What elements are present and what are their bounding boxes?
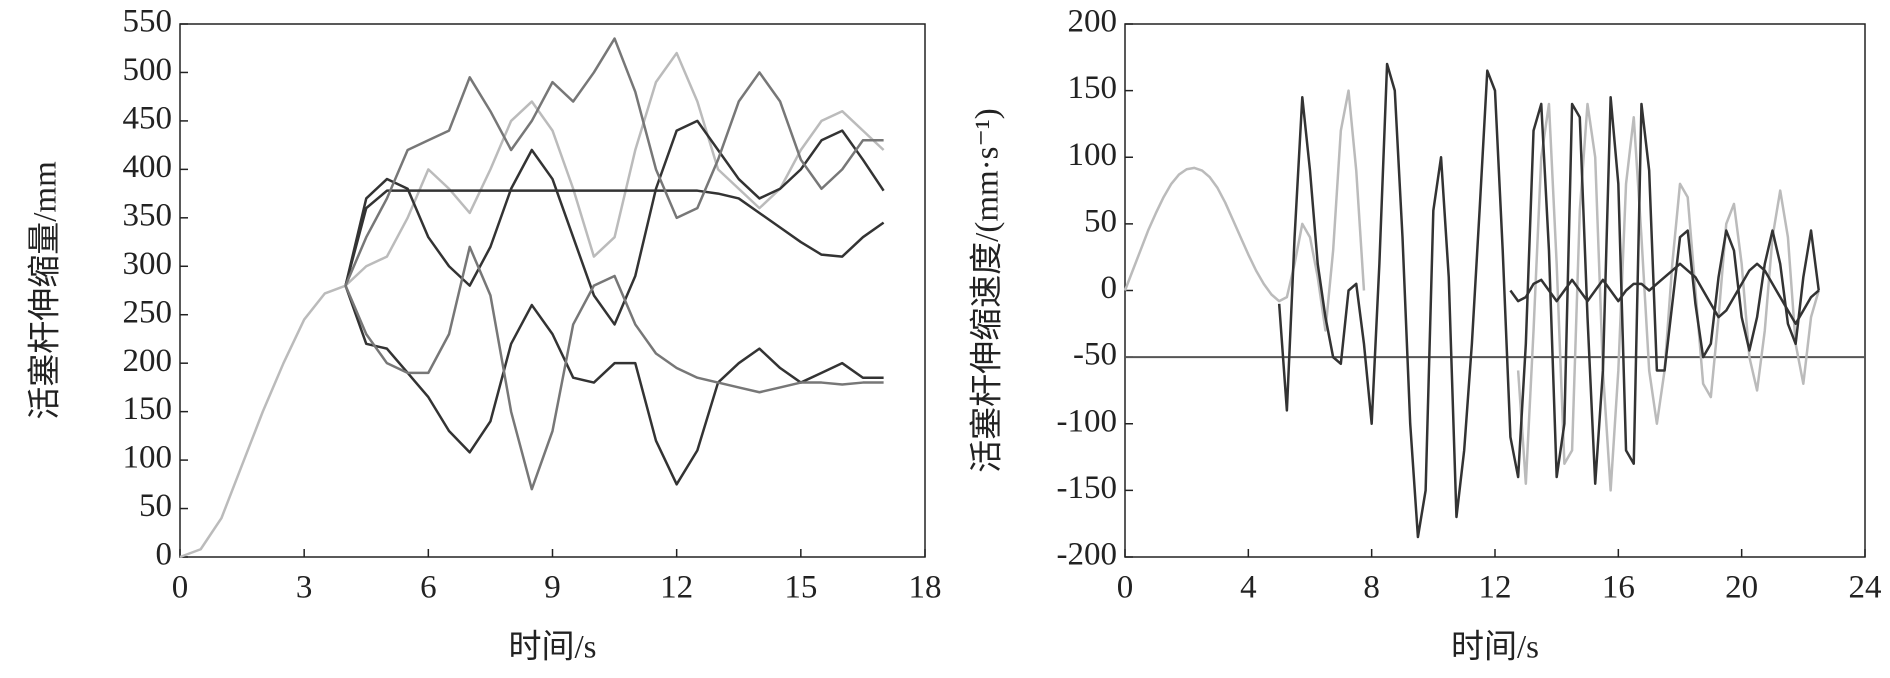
y-tick-label: 350 <box>123 197 173 233</box>
y-tick-label: 550 <box>123 4 173 40</box>
data-line <box>344 285 884 486</box>
y-tick-label: 0 <box>1101 270 1118 306</box>
y-tick-label: -200 <box>1057 537 1118 573</box>
x-tick-label: 12 <box>1479 570 1512 606</box>
y-axis-label: 活塞杆伸缩速度/(mm·s⁻¹) <box>969 108 1006 473</box>
y-tick-label: -150 <box>1057 470 1118 506</box>
y-tick-label: 300 <box>123 246 173 282</box>
data-line <box>344 189 885 286</box>
x-tick-label: 0 <box>1117 570 1134 606</box>
x-tick-label: 4 <box>1240 570 1257 606</box>
x-tick-label: 6 <box>420 570 437 606</box>
plot-frame <box>179 23 926 558</box>
data-line <box>1123 89 1820 492</box>
data-line <box>1509 262 1820 326</box>
x-tick-label: 20 <box>1725 570 1758 606</box>
y-tick-label: -100 <box>1057 403 1118 439</box>
y-tick-label: 50 <box>1084 203 1117 239</box>
y-tick-label: 100 <box>123 440 173 476</box>
data-line <box>344 119 885 326</box>
y-tick-label: 100 <box>1068 137 1118 173</box>
x-tick-label: 3 <box>296 570 313 606</box>
x-axis-label: 时间/s <box>1451 630 1539 666</box>
y-tick-label: 450 <box>123 100 173 136</box>
y-tick-label: 250 <box>123 294 173 330</box>
y-tick-label: 150 <box>1068 70 1118 106</box>
y-tick-label: 200 <box>123 343 173 379</box>
y-tick-label: 200 <box>1068 4 1118 40</box>
x-tick-label: 8 <box>1363 570 1380 606</box>
data-line <box>344 245 884 491</box>
y-axis-label: 活塞杆伸缩量/mm <box>27 161 64 420</box>
y-tick-label: 400 <box>123 149 173 185</box>
x-tick-label: 24 <box>1849 570 1882 606</box>
x-tick-label: 12 <box>660 570 693 606</box>
y-tick-label: -50 <box>1073 337 1117 373</box>
y-tick-label: 500 <box>123 52 173 88</box>
x-tick-label: 18 <box>909 570 942 606</box>
data-line <box>179 51 885 559</box>
x-tick-label: 15 <box>784 570 817 606</box>
data-line <box>344 37 884 287</box>
y-tick-label: 0 <box>156 537 173 573</box>
data-line <box>1277 62 1820 539</box>
y-tick-label: 50 <box>139 488 172 524</box>
y-tick-label: 150 <box>123 391 173 427</box>
x-axis-label: 时间/s <box>508 630 596 666</box>
x-tick-label: 16 <box>1602 570 1635 606</box>
x-tick-label: 0 <box>172 570 189 606</box>
x-tick-label: 9 <box>544 570 561 606</box>
